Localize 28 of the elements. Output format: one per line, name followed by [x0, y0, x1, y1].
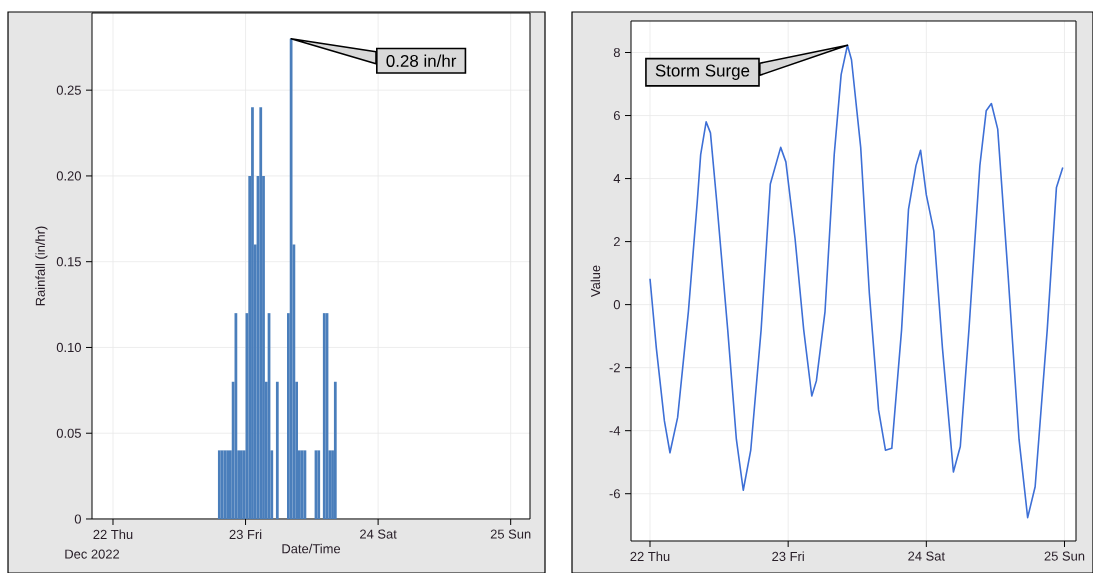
annotation: 0.28 in/hr: [386, 54, 457, 67]
x-tick-label: 23 Fri: [229, 529, 262, 540]
y-axis-title: Rainfall (in/hr): [35, 226, 48, 306]
y-tick-label: 0.05: [56, 428, 81, 438]
x-tick-label: 24 Sat: [908, 551, 945, 561]
y-tick-label: -4: [609, 426, 621, 436]
annotation: Storm Surge: [655, 64, 750, 80]
y-axis-title: Value: [590, 265, 601, 298]
x-tick-label: 23 Fri: [772, 551, 804, 562]
x-tick-label: 25 Sun: [490, 529, 531, 539]
x-tick-label: 24 Sat: [360, 529, 397, 539]
y-tick-label: 0.10: [56, 342, 81, 353]
text: Dec 2022: [65, 549, 120, 559]
y-tick-label: 0: [613, 300, 620, 310]
y-tick-label: 8: [613, 47, 620, 58]
y-tick-label: 2: [613, 237, 620, 247]
y-tick-label: 0.25: [56, 85, 81, 95]
x-tick-label: 22 Thu: [630, 551, 670, 562]
x-tick-label: 25 Sun: [1044, 551, 1085, 561]
y-tick-label: 6: [613, 110, 620, 121]
x-axis-title: Date/Time: [282, 543, 341, 554]
y-tick-label: 0: [74, 514, 81, 524]
y-tick-label: 0.20: [56, 171, 81, 181]
y-tick-label: 4: [613, 174, 621, 184]
y-tick-label: -2: [609, 363, 620, 373]
y-tick-label: -6: [609, 489, 620, 499]
y-tick-label: 0.15: [56, 257, 81, 267]
x-tick-label: 22 Thu: [93, 529, 133, 540]
